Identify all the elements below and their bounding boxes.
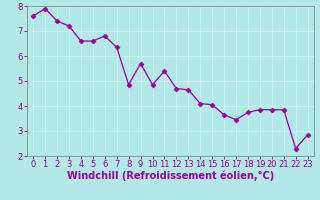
X-axis label: Windchill (Refroidissement éolien,°C): Windchill (Refroidissement éolien,°C) bbox=[67, 171, 274, 181]
